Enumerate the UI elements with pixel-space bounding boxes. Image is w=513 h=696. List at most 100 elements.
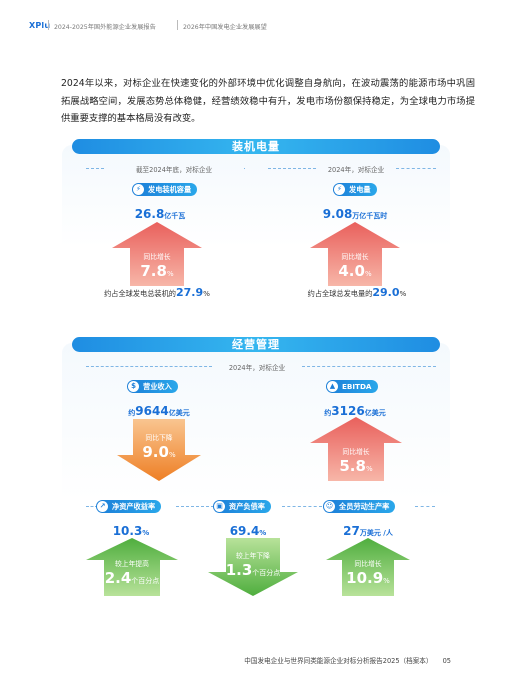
- header-divider: [177, 20, 178, 30]
- productivity-value: 27万美元 /人: [318, 520, 418, 539]
- capacity-arrow-text: 同比增长 7.8%: [112, 251, 202, 280]
- divider-line: [244, 168, 245, 169]
- revenue-pill: $ 营业收入: [127, 380, 178, 393]
- roe-arrow: [86, 538, 178, 596]
- roe-arrow-text: 较上年提高 2.4个百分点: [86, 558, 178, 587]
- divider-line: [86, 168, 104, 169]
- debt-arrow: [208, 538, 298, 596]
- ebitda-change-unit: %: [365, 465, 373, 473]
- capacity-subheader: 截至2024年底，对标企业: [135, 166, 213, 174]
- revenue-pill-label: 营业收入: [143, 382, 172, 391]
- installed-panel: [62, 145, 450, 315]
- capacity-change-unit: %: [166, 270, 174, 278]
- roe-number: 10.3: [112, 524, 143, 538]
- debt-number: 69.4: [229, 524, 260, 538]
- generation-change-label: 同比增长: [341, 253, 369, 261]
- debt-value: 69.4%: [203, 520, 293, 539]
- divider-line: [268, 168, 316, 169]
- generation-share-value: 29.0: [372, 286, 400, 299]
- revenue-change-value: 9.0: [142, 443, 169, 461]
- capacity-pill-label: 发电装机容量: [148, 185, 192, 194]
- operations-banner: 经营管理: [72, 337, 440, 352]
- generation-arrow-text: 同比增长 4.0%: [310, 251, 400, 280]
- capacity-pill: ⚡ 发电装机容量: [132, 183, 198, 196]
- header-divider: [48, 20, 49, 30]
- intro-paragraph: 2024年以来，对标企业在快速变化的外部环境中优化调整自身航向，在波动震荡的能源…: [61, 78, 475, 124]
- generation-share-prefix: 约占全球总发电量的: [307, 289, 373, 298]
- generation-change-value: 4.0: [338, 262, 365, 280]
- divider-line: [176, 506, 214, 507]
- operations-subheader: 2024年，对标企业: [228, 364, 286, 372]
- productivity-change-value: 10.9: [346, 569, 384, 587]
- capacity-share: 约占全球发电总装机的27.9%: [82, 286, 232, 299]
- divider-line: [415, 506, 435, 507]
- capacity-change-label: 同比增长: [143, 253, 171, 261]
- revenue-change-unit: %: [168, 451, 176, 459]
- debt-pill: ▣ 资产负债率: [213, 500, 271, 513]
- header-title-2: 2026年中国发电企业发展展望: [183, 24, 267, 31]
- productivity-number: 27: [343, 524, 360, 538]
- debt-pill-label: 资产负债率: [229, 502, 265, 511]
- generation-value: 9.08万亿千瓦时: [300, 203, 410, 222]
- page-number: 05: [442, 657, 451, 665]
- ebitda-arrow: [310, 417, 402, 481]
- ebitda-change-label: 同比增长: [342, 448, 370, 456]
- capacity-arrow: [112, 222, 202, 286]
- productivity-arrow-text: 同比增长 10.9%: [326, 558, 410, 587]
- debt-change-label: 较上年下降: [236, 552, 270, 560]
- revenue-value: 约9644亿美元: [104, 400, 214, 419]
- header-title-1: 2024-2025年国外能源企业发展报告: [54, 24, 156, 31]
- ebitda-arrow-text: 同比增长 5.8%: [310, 446, 402, 475]
- generation-unit: 万亿千瓦时: [352, 212, 388, 220]
- roe-pill-label: 净资产收益率: [112, 502, 156, 511]
- ebitda-number: 3126: [331, 404, 365, 418]
- ebitda-pill-label: EBITDA: [342, 382, 372, 391]
- roe-pill: ↗ 净资产收益率: [96, 500, 162, 513]
- divider-line: [302, 366, 436, 367]
- divider-line: [396, 168, 436, 169]
- generation-share: 约占全球总发电量的29.0%: [282, 286, 432, 299]
- roe-change-value: 2.4: [104, 569, 132, 587]
- people-icon: ☺: [324, 501, 335, 512]
- divider-line: [86, 506, 98, 507]
- productivity-arrow: [326, 538, 410, 596]
- ebitda-change-value: 5.8: [339, 457, 366, 475]
- productivity-pill: ☺ 全员劳动生产率: [323, 500, 396, 513]
- generation-change-unit: %: [364, 270, 372, 278]
- ebitda-value: 约3126亿美元: [300, 400, 410, 419]
- debt-unit: %: [259, 529, 267, 537]
- generation-pill-label: 发电量: [349, 185, 371, 194]
- capacity-value: 26.8亿千瓦: [110, 203, 210, 222]
- footer-text: 中国发电企业与世界同类能源企业对标分析报告2025（档案本）: [244, 657, 433, 665]
- capacity-share-prefix: 约占全球发电总装机的: [104, 289, 176, 298]
- capacity-share-unit: %: [203, 289, 210, 298]
- roe-change-unit: 个百分点: [131, 577, 160, 585]
- debt-arrow-text: 较上年下降 1.3个百分点: [208, 550, 298, 579]
- capacity-share-value: 27.9: [175, 286, 204, 299]
- revenue-number: 9644: [135, 404, 169, 418]
- capacity-change-value: 7.8: [140, 262, 167, 280]
- lightning-plug-icon: ⚡: [133, 184, 144, 195]
- generation-share-unit: %: [399, 289, 407, 298]
- capacity-number: 26.8: [134, 207, 165, 221]
- revenue-unit: 亿美元: [168, 409, 190, 417]
- wallet-icon: ▣: [214, 501, 225, 512]
- divider-line: [86, 366, 212, 367]
- revenue-arrow-text: 同比下降 9.0%: [117, 432, 201, 461]
- lightning-icon: ⚡: [334, 184, 345, 195]
- generation-arrow: [310, 222, 400, 286]
- roe-unit: %: [142, 529, 150, 537]
- revenue-prefix: 约: [128, 409, 136, 417]
- ebitda-pill: ▲ EBITDA: [326, 380, 378, 393]
- ebitda-prefix: 约: [324, 409, 332, 417]
- roe-value: 10.3%: [86, 520, 176, 539]
- revenue-arrow: [117, 419, 201, 481]
- installed-banner: 装机电量: [72, 139, 440, 154]
- header-logo: XPlu: [29, 21, 51, 30]
- footer: 中国发电企业与世界同类能源企业对标分析报告2025（档案本） 05: [244, 655, 451, 665]
- productivity-change-label: 同比增长: [354, 560, 382, 568]
- productivity-pill-label: 全员劳动生产率: [339, 502, 390, 511]
- debt-change-unit: 个百分点: [252, 569, 281, 577]
- generation-number: 9.08: [322, 207, 353, 221]
- capacity-unit: 亿千瓦: [164, 212, 186, 220]
